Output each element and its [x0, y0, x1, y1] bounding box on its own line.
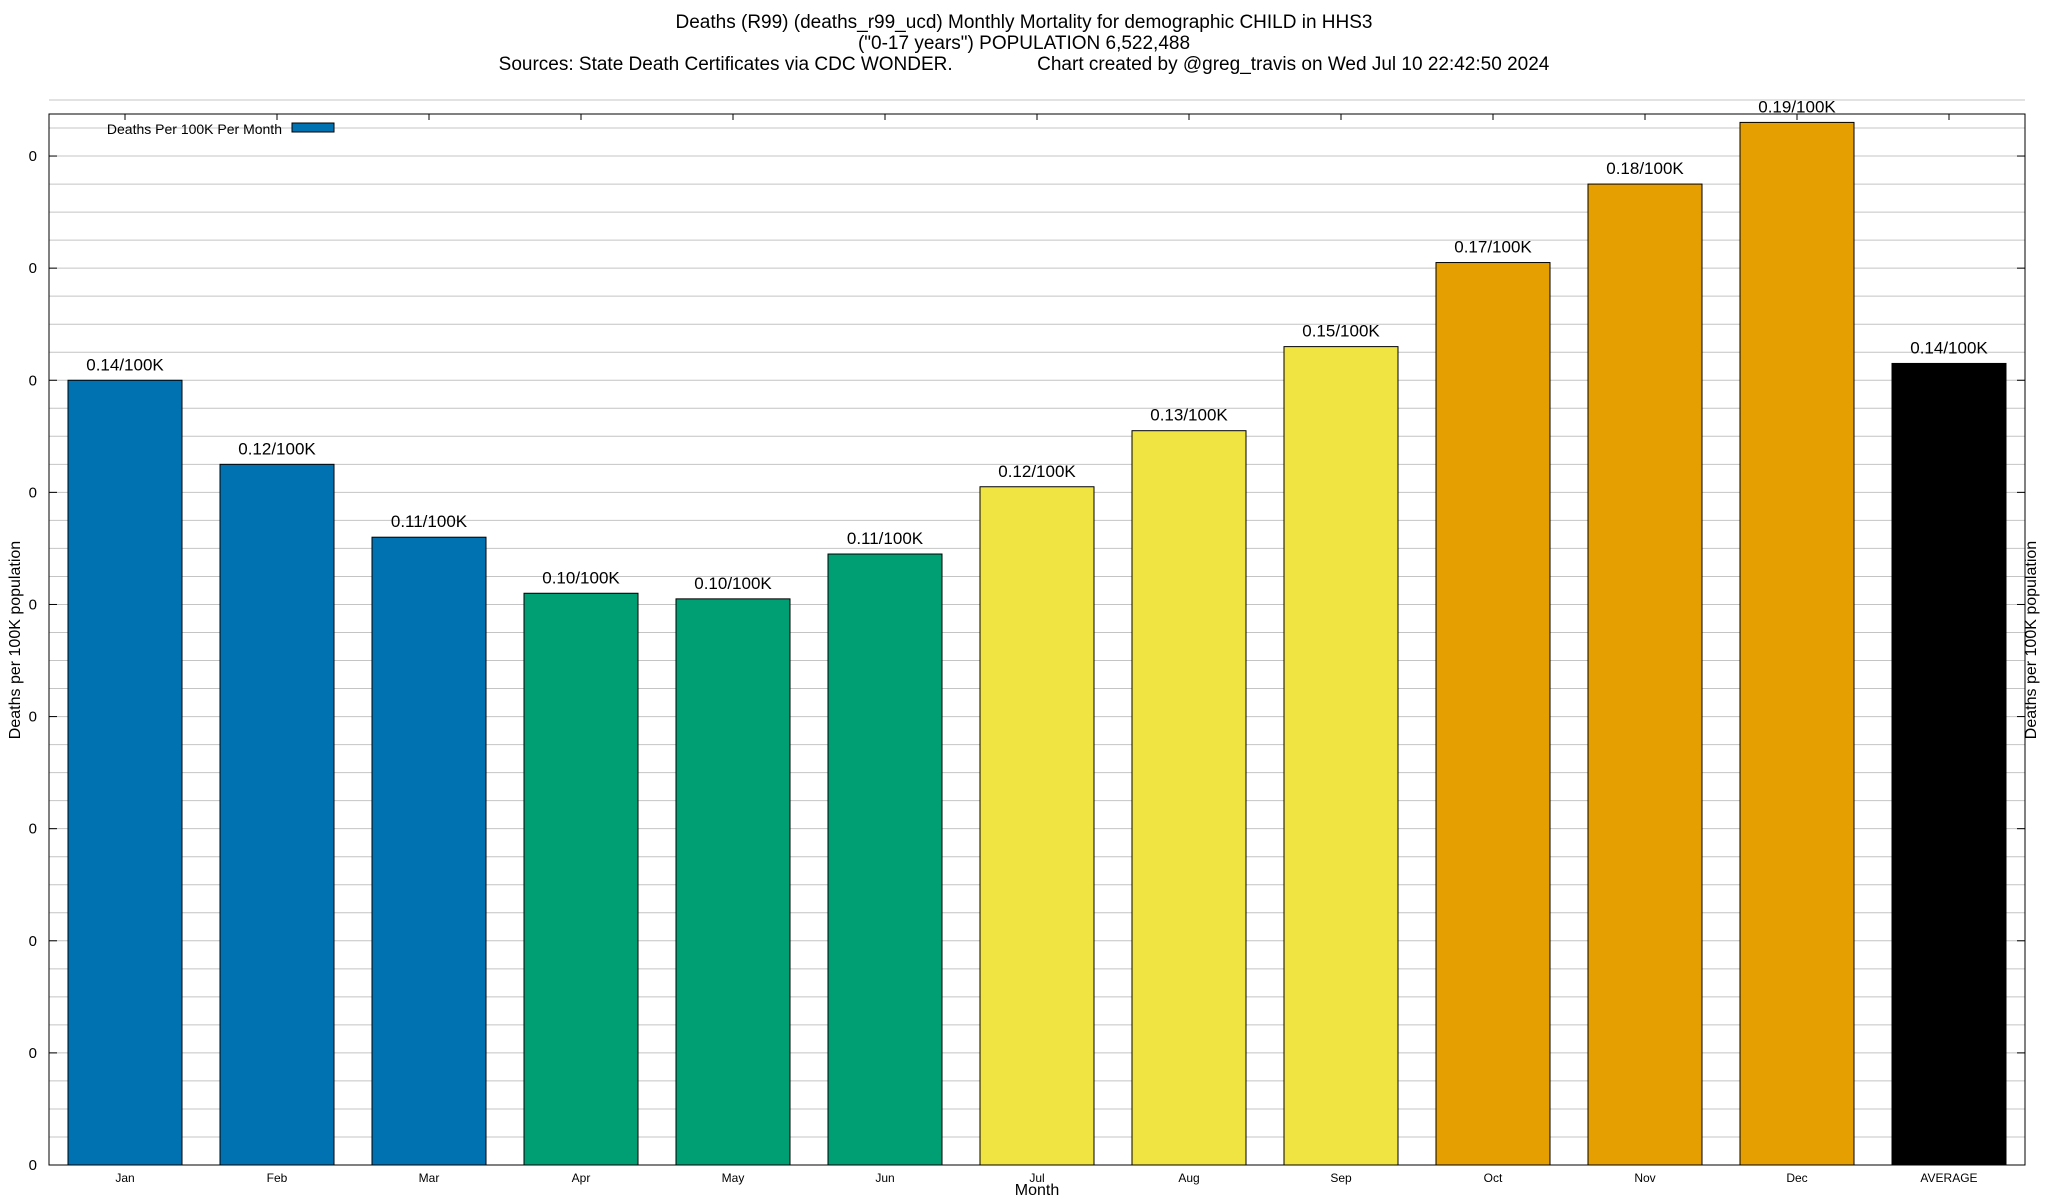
data-label: 0.10/100K — [694, 574, 772, 593]
x-tick-label: Sep — [1330, 1171, 1352, 1185]
data-label: 0.10/100K — [542, 568, 620, 587]
y-tick-label: 0 — [29, 933, 37, 950]
data-label: 0.13/100K — [1150, 406, 1228, 425]
x-tick-label: Aug — [1178, 1171, 1199, 1185]
bar-apr — [523, 592, 639, 1166]
data-label: 0.12/100K — [238, 439, 316, 458]
x-tick-label: Feb — [267, 1171, 288, 1185]
bar-jul — [979, 486, 1095, 1166]
x-tick-label: AVERAGE — [1920, 1171, 1977, 1185]
y-tick-label: 0 — [29, 1045, 37, 1062]
bar-jun — [827, 553, 943, 1166]
bar-oct — [1435, 262, 1551, 1166]
bar-may — [675, 598, 791, 1166]
chart-title-block: Deaths (R99) (deaths_r99_ucd) Monthly Mo… — [0, 12, 2048, 75]
x-tick-label: Apr — [572, 1171, 591, 1185]
chart-credit: Chart created by @greg_travis on Wed Jul… — [1037, 54, 1550, 75]
chart-subtitle: ("0-17 years") POPULATION 6,522,488 — [857, 33, 1191, 54]
chart-source-line: Sources: State Death Certificates via CD… — [0, 54, 2048, 75]
legend-label: Deaths Per 100K Per Month — [107, 121, 282, 137]
plot-area-frame — [48, 113, 2026, 1166]
y-tick-label: 0 — [29, 372, 37, 389]
legend: Deaths Per 100K Per Month — [107, 121, 335, 137]
bar-mar — [371, 536, 487, 1166]
y-tick-label: 0 — [29, 260, 37, 277]
data-label: 0.14/100K — [86, 355, 164, 374]
chart-title: Deaths (R99) (deaths_r99_ucd) Monthly Mo… — [675, 12, 1373, 33]
bars — [67, 121, 2007, 1166]
y-tick-label: 0 — [29, 709, 37, 726]
y-axis-title-right: Deaths per 100K population — [2023, 540, 2040, 739]
bar-feb — [219, 463, 335, 1166]
y-tick-label: 0 — [29, 148, 37, 165]
data-label: 0.18/100K — [1606, 159, 1684, 178]
legend-swatch — [291, 122, 335, 133]
bar-dec — [1739, 121, 1855, 1166]
chart-sources: Sources: State Death Certificates via CD… — [498, 54, 953, 75]
y-tick-label: 0 — [29, 821, 37, 838]
data-label: 0.19/100K — [1758, 97, 1836, 116]
x-tick-label: Dec — [1786, 1171, 1807, 1185]
x-tick-label: Jun — [875, 1171, 894, 1185]
x-tick-label: May — [722, 1171, 745, 1185]
x-tick-label: Jan — [115, 1171, 134, 1185]
bar-nov — [1587, 183, 1703, 1166]
data-labels: 0.14/100K 0.12/100K 0.11/100K 0.10/100K 0.10… — [86, 97, 1988, 592]
data-label: 0.17/100K — [1454, 238, 1532, 257]
y-tick-label: 0 — [29, 484, 37, 501]
data-label: 0.11/100K — [847, 529, 924, 548]
bar-aug — [1131, 430, 1247, 1166]
bar-jan — [67, 379, 183, 1166]
x-tick-label: Nov — [1634, 1171, 1655, 1185]
data-label: 0.11/100K — [391, 512, 468, 531]
x-tick-label: Mar — [419, 1171, 440, 1185]
y-tick-label: 0 — [29, 596, 37, 613]
x-tick-label: Jul — [1029, 1171, 1044, 1185]
x-axis-title: Month — [1015, 1182, 1059, 1199]
bar-sep — [1283, 346, 1399, 1166]
bar-average — [1891, 362, 2007, 1166]
y-axis-title-left: Deaths per 100K population — [7, 540, 24, 739]
x-tick-label: Oct — [1484, 1171, 1503, 1185]
data-label: 0.12/100K — [998, 462, 1076, 481]
data-label: 0.15/100K — [1302, 322, 1380, 341]
data-label: 0.14/100K — [1910, 338, 1988, 357]
axis-ticks: 0 0 0 0 0 0 0 0 0 0 Jan Feb Mar Apr May Jun Jul Aug Sep Oct… — [29, 114, 2025, 1185]
y-tick-label: 0 — [29, 1157, 37, 1174]
